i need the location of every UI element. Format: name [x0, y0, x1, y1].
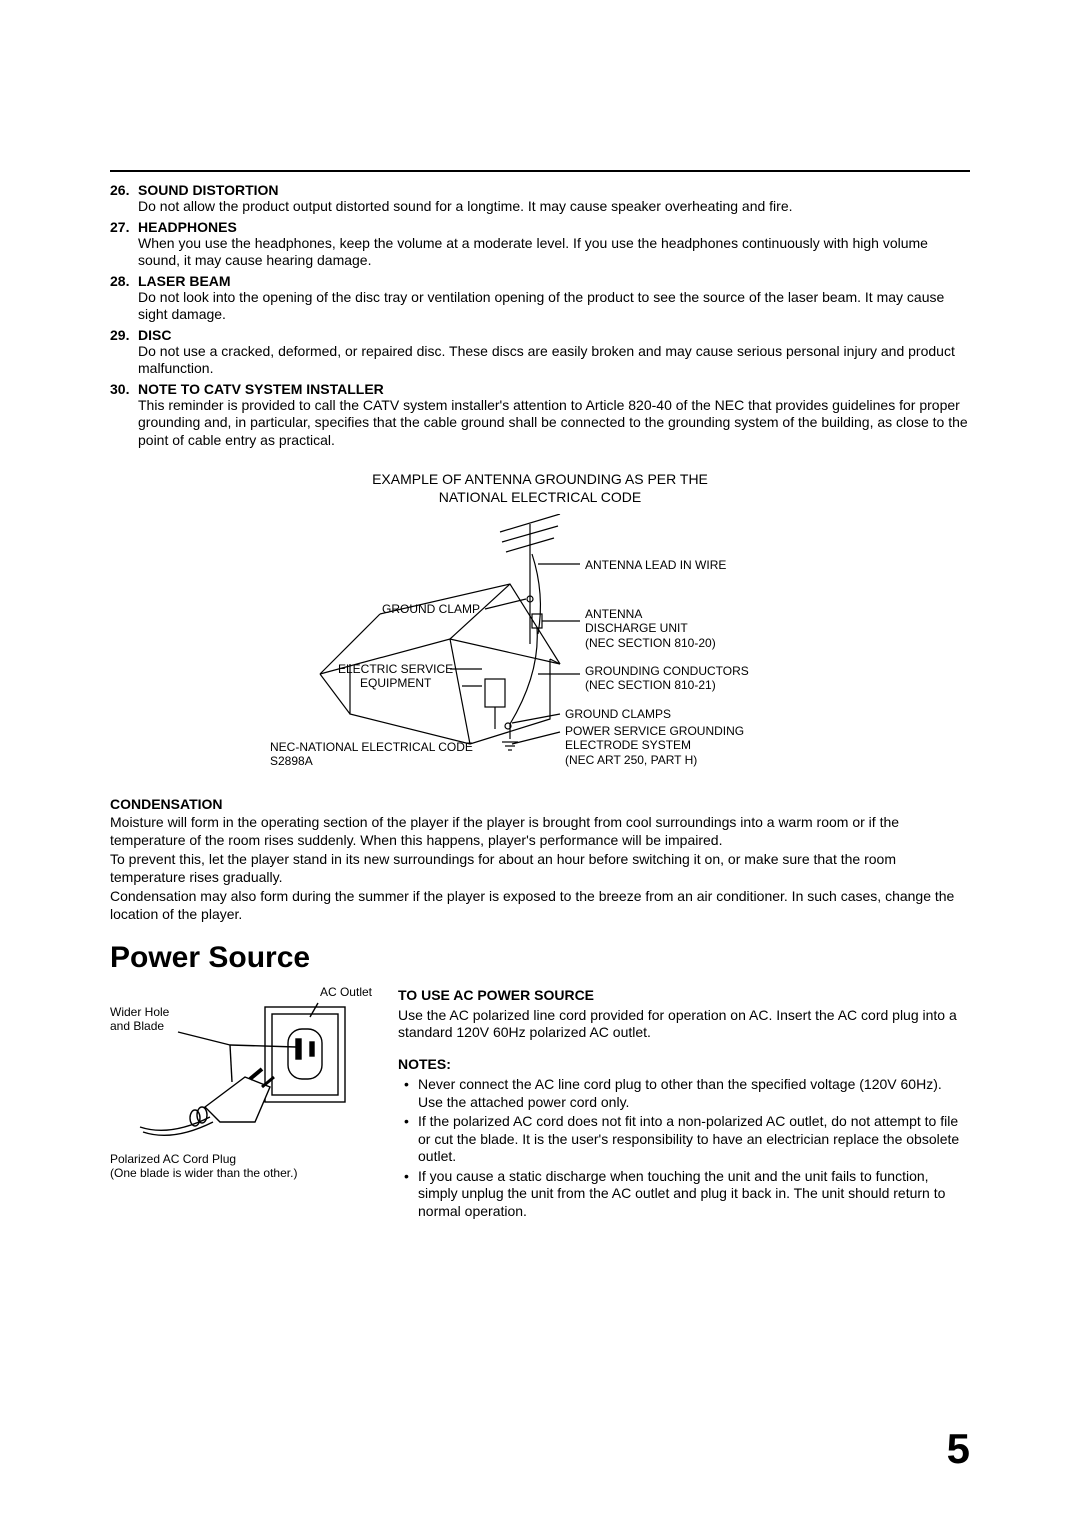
diagram-title-line: NATIONAL ELECTRICAL CODE [439, 489, 642, 505]
note-item: If the polarized AC cord does not fit in… [408, 1113, 970, 1166]
item-body: Do not allow the product output distorte… [110, 198, 970, 216]
item-num: 27. [110, 219, 138, 235]
label-nec-code: NEC-NATIONAL ELECTRICAL CODE S2898A [270, 740, 473, 769]
label-electric-service: ELECTRIC SERVICE EQUIPMENT [338, 662, 453, 691]
label-antenna-lead: ANTENNA LEAD IN WIRE [585, 558, 726, 572]
item-num: 26. [110, 182, 138, 198]
diagram-title: EXAMPLE OF ANTENNA GROUNDING AS PER THE … [110, 471, 970, 506]
condensation-title: CONDENSATION [110, 796, 970, 812]
top-rule [110, 170, 970, 172]
label-ground-clamps: GROUND CLAMPS [565, 707, 671, 721]
label-antenna-discharge: ANTENNA DISCHARGE UNIT (NEC SECTION 810-… [585, 607, 716, 650]
power-source-section: AC Outlet Wider Hole and Blade [110, 987, 970, 1222]
note-item: If you cause a static discharge when tou… [408, 1168, 970, 1221]
diagram-title-line: EXAMPLE OF ANTENNA GROUNDING AS PER THE [372, 471, 708, 487]
item-title: NOTE TO CATV SYSTEM INSTALLER [138, 381, 384, 397]
item-body: When you use the headphones, keep the vo… [110, 235, 970, 270]
power-text-column: TO USE AC POWER SOURCE Use the AC polari… [398, 987, 970, 1222]
plug-caption: Polarized AC Cord Plug (One blade is wid… [110, 1152, 380, 1180]
notes-title: NOTES: [398, 1056, 970, 1074]
item-num: 30. [110, 381, 138, 397]
use-ac-body: Use the AC polarized line cord provided … [398, 1007, 970, 1042]
notes-list: Never connect the AC line cord plug to o… [398, 1076, 970, 1220]
condensation-p: Condensation may also form during the su… [110, 888, 970, 923]
item-num: 29. [110, 327, 138, 343]
condensation-section: CONDENSATION Moisture will form in the o… [110, 796, 970, 923]
antenna-diagram: ANTENNA LEAD IN WIRE GROUND CLAMP ANTENN… [110, 514, 970, 774]
item-title: SOUND DISTORTION [138, 182, 279, 198]
item-body: This reminder is provided to call the CA… [110, 397, 970, 450]
condensation-p: Moisture will form in the operating sect… [110, 814, 970, 849]
item-body: Do not use a cracked, deformed, or repai… [110, 343, 970, 378]
label-ground-clamp: GROUND CLAMP [382, 602, 480, 616]
label-ac-outlet: AC Outlet [320, 985, 372, 999]
note-item: Never connect the AC line cord plug to o… [408, 1076, 970, 1111]
label-grounding-conductors: GROUNDING CONDUCTORS (NEC SECTION 810-21… [585, 664, 749, 693]
safety-items: 26.SOUND DISTORTION Do not allow the pro… [110, 182, 970, 449]
power-source-heading: Power Source [110, 941, 970, 975]
label-wider-hole: Wider Hole and Blade [110, 1005, 169, 1034]
use-ac-title: TO USE AC POWER SOURCE [398, 987, 970, 1005]
item-title: LASER BEAM [138, 273, 231, 289]
label-power-service: POWER SERVICE GROUNDING ELECTRODE SYSTEM… [565, 724, 744, 767]
item-title: DISC [138, 327, 171, 343]
item-body: Do not look into the opening of the disc… [110, 289, 970, 324]
condensation-p: To prevent this, let the player stand in… [110, 851, 970, 886]
item-num: 28. [110, 273, 138, 289]
page-number: 5 [947, 1425, 970, 1473]
item-title: HEADPHONES [138, 219, 237, 235]
plug-diagram-column: AC Outlet Wider Hole and Blade [110, 987, 380, 1222]
